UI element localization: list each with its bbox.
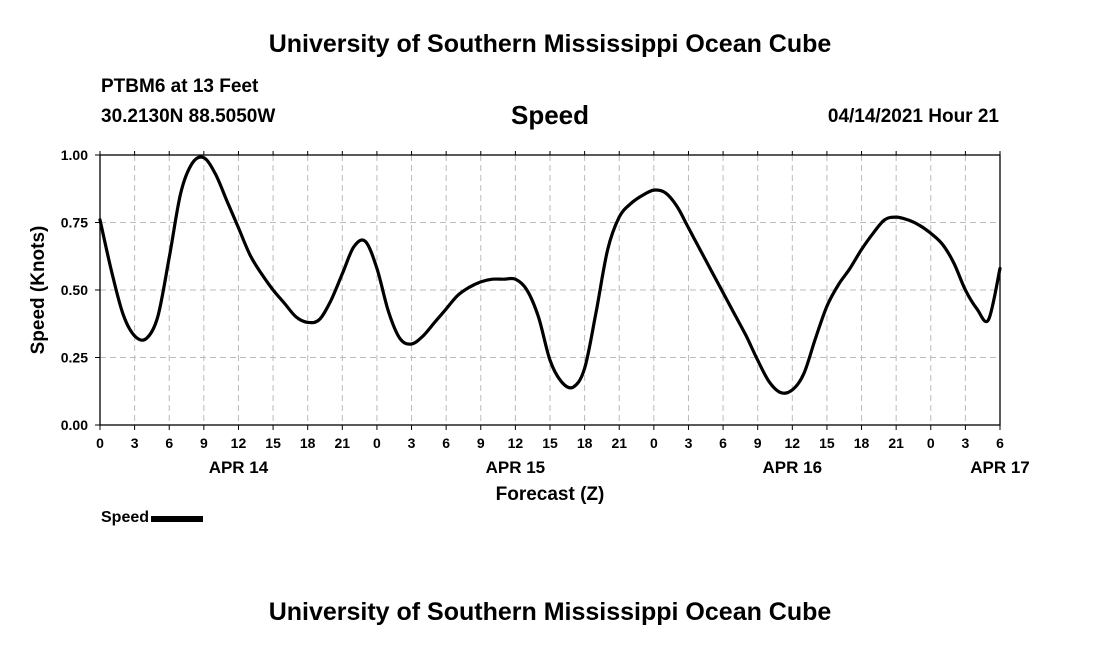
- x-tick-label: 18: [854, 435, 870, 451]
- x-tick-label: 0: [373, 435, 381, 451]
- x-tick-label: 6: [719, 435, 727, 451]
- x-tick-label: 12: [508, 435, 524, 451]
- x-tick-label: 18: [577, 435, 593, 451]
- y-tick-label: 0.25: [61, 350, 88, 366]
- coordinates-label: 30.2130N 88.5050W: [101, 106, 276, 127]
- x-tick-label: 21: [611, 435, 627, 451]
- x-tick-label: 21: [888, 435, 904, 451]
- x-tick-label: 0: [650, 435, 658, 451]
- y-tick-label: 0.00: [61, 417, 88, 433]
- series-line-speed: [98, 155, 1002, 395]
- legend-line-swatch: [151, 516, 204, 522]
- legend-label: Speed: [101, 509, 150, 526]
- x-tick-label: 0: [927, 435, 935, 451]
- y-axis-label: Speed (Knots): [28, 226, 49, 355]
- y-tick-label: 0.50: [61, 282, 88, 298]
- x-tick-label: 6: [165, 435, 173, 451]
- date-label: APR 17: [970, 458, 1030, 477]
- x-tick-label: 3: [131, 435, 139, 451]
- x-tick-label: 9: [477, 435, 485, 451]
- x-tick-label: 12: [231, 435, 247, 451]
- y-tick-label: 0.75: [61, 215, 88, 231]
- date-label: APR 16: [763, 458, 823, 477]
- x-tick-label: 21: [335, 435, 351, 451]
- grid: [100, 155, 1000, 425]
- station-label: PTBM6 at 13 Feet: [101, 76, 259, 97]
- x-tick-label: 9: [200, 435, 208, 451]
- x-tick-label: 0: [96, 435, 104, 451]
- y-tick-label: 1.00: [61, 147, 88, 163]
- legend: Speed: [101, 509, 204, 527]
- x-tick-label: 6: [996, 435, 1004, 451]
- x-tick-label: 18: [300, 435, 316, 451]
- plot-frame: [99, 154, 1001, 426]
- date-label: APR 15: [486, 458, 546, 477]
- x-tick-label: 15: [819, 435, 835, 451]
- page-title: University of Southern Mississippi Ocean…: [268, 30, 832, 58]
- x-tick-label: 3: [961, 435, 969, 451]
- x-tick-label: 3: [685, 435, 693, 451]
- x-tick-label: 15: [265, 435, 281, 451]
- date-label: APR 14: [209, 458, 269, 477]
- series-layer: [98, 155, 1002, 395]
- x-tick-label: 15: [542, 435, 558, 451]
- forecast-datetime: 04/14/2021 Hour 21: [827, 106, 999, 127]
- x-tick-label: 3: [408, 435, 416, 451]
- x-tick-label: 9: [754, 435, 762, 451]
- chart-title: Speed: [510, 100, 590, 130]
- x-tick-label: 6: [442, 435, 450, 451]
- x-tick-label: 12: [785, 435, 801, 451]
- footer-title: University of Southern Mississippi Ocean…: [268, 598, 832, 626]
- axes: 0 3 6 9 12 15 18 21 0 3 6 9 12 15 18 21 0 3 6 9 12 15 18 21 0 3 6 0…: [61, 147, 1030, 477]
- x-axis-label: Forecast (Z): [496, 484, 605, 505]
